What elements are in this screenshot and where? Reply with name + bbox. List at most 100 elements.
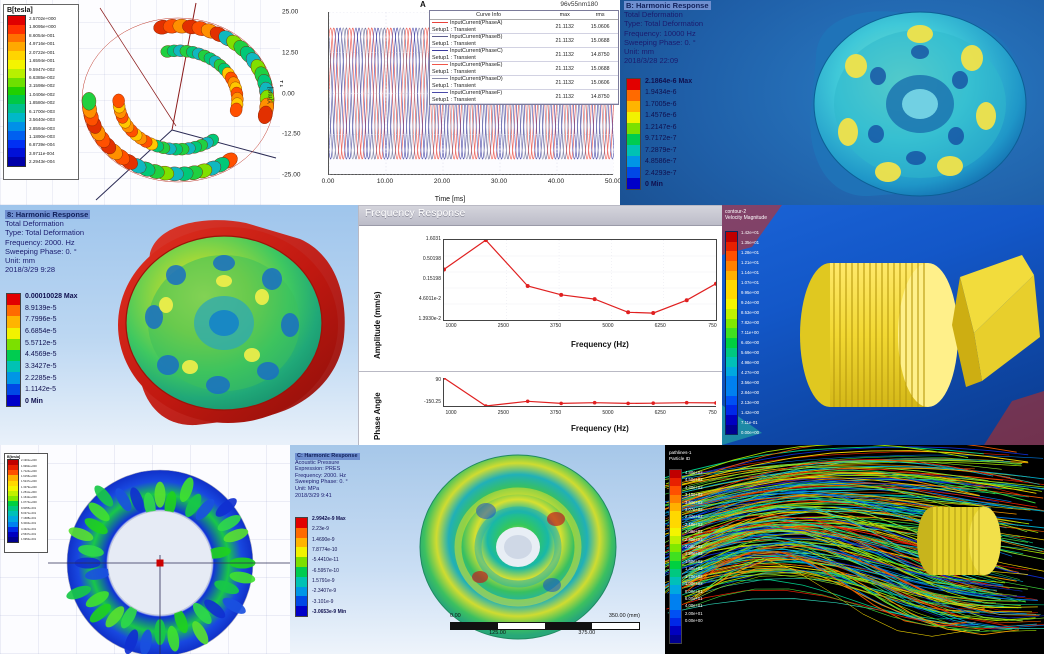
legend-value: 1.40e+02 (685, 565, 703, 572)
colorbar-band (670, 561, 681, 569)
curve-name-cell: InputCurrent(PhaseD) Setup1 : Transient (430, 76, 547, 90)
legend-value: 3.9711e-004 (29, 152, 56, 157)
curve-setup: Setup1 : Transient (432, 27, 545, 34)
colorbar-band (726, 415, 737, 425)
amplitude-x-tick: 1000 (445, 323, 456, 329)
scale-max: 350.00 (mm) (609, 613, 640, 619)
panel-current-transient-chart: A 96v55nm180 Y1 25.00 12.50 0.00 -12.50 -25.… (280, 0, 620, 205)
col-curve-info: Curve Info (430, 11, 547, 20)
legend-value: 7.8774e-10 (312, 548, 346, 553)
panel-total-deformation-10000hz: B: Harmonic Response Total Deformation T… (620, 0, 1044, 205)
legend-value: 4.27e+00 (741, 371, 759, 375)
colorbar-band (726, 425, 737, 435)
acoustic-legend-values: 2.9942e-9 Max 2.23e-9 1.4690e-9 7.8774e-… (312, 517, 346, 615)
colorbar-band (670, 511, 681, 519)
colorbar-band (670, 486, 681, 494)
pathlines-title: pathlines-1 Particle ID (669, 450, 691, 462)
chart-x-tick: 30.00 (491, 178, 507, 185)
colorbar-band (670, 536, 681, 544)
legend-value: 1.8580e-002 (29, 101, 56, 106)
legend-value: 1.1642e+000 (21, 497, 37, 500)
legend-value: 1.4690e-9 (312, 538, 346, 543)
curve-max-cell: 21.1132 (547, 34, 582, 48)
legend-value: 8.9139e-5 (25, 305, 78, 312)
legend-value: 7.11e-01 (741, 421, 759, 425)
phase-x-tick: 6250 (655, 410, 666, 416)
phase-y-tick: -150.25 (399, 399, 441, 405)
panel-pathlines-particle-id: pathlines-1 Particle ID 4.80e+02 4.50e+02… (665, 445, 1044, 654)
velocity-legend: 1.42e+01 1.35e+01 1.28e+01 1.21e+01 1.14e+01… (725, 231, 777, 435)
colorbar-band (726, 338, 737, 348)
chart-y-tick: 25.00 (282, 9, 298, 16)
svg-text:Y[mm]: Y[mm] (268, 86, 274, 104)
col-max: max (547, 11, 582, 20)
curve-name-cell: InputCurrent(PhaseC) Setup1 : Transient (430, 48, 547, 62)
colorbar-band (670, 585, 681, 593)
deformation-2k-legend-values: 0.00010028 Max 8.9139e-5 7.7996e-5 6.685… (25, 293, 78, 405)
legend-value: 4.4321e-001 (21, 529, 37, 532)
window-title: Frequency Response (365, 208, 465, 219)
curve-max-cell: 21.1132 (547, 90, 582, 104)
phase-x-tick: 2500 (498, 410, 509, 416)
colorbar-band (670, 495, 681, 503)
chart-y-axis-label: Y1 (280, 80, 285, 88)
contour-variable: Velocity Magnitude (725, 215, 767, 221)
curve-info-legend: Curve Info max rms InputCurrent(PhaseA) S… (429, 10, 619, 105)
legend-value: 1.35e+01 (741, 241, 759, 245)
curve-max-cell: 21.1132 (547, 48, 582, 62)
flux-colorbar (7, 15, 26, 167)
colorbar-band (726, 299, 737, 309)
legend-value: -6.5957e-10 (312, 569, 346, 574)
panel-magnetic-flux-3d: Y[mm] B[tesla] 2.5702e+000 1.9095e+000 8… (0, 0, 280, 205)
contour-title: contour-2 Velocity Magnitude (725, 209, 767, 221)
curve-max-cell: 21.1132 (547, 62, 582, 76)
legend-value: 3.1598e-002 (29, 84, 56, 89)
scale-min: 0.00 (450, 613, 461, 619)
legend-value: 7.1688e-001 (21, 518, 37, 521)
chart-x-tick: 0.00 (322, 178, 335, 185)
panel-velocity-magnitude: contour-2 Velocity Magnitude 1.42e+01 1.3… (722, 205, 1044, 445)
colorbar-band (670, 594, 681, 602)
legend-min: -3.0653e-9 Min (312, 610, 346, 615)
legend-value: 1.0406e-002 (29, 93, 56, 98)
legend-value: 2.00e+02 (685, 543, 703, 550)
phase-y-tick: 90 (399, 377, 441, 383)
amplitude-x-axis-label: Frequency (Hz) (571, 340, 629, 349)
curve-max-cell: 21.1132 (547, 20, 582, 34)
deformation-2k-legend: 0.00010028 Max 8.9139e-5 7.7996e-5 6.685… (6, 293, 78, 405)
legend-value: 6.6854e-5 (25, 328, 78, 335)
colorbar-band (670, 478, 681, 486)
legend-value: 1.07e+01 (741, 281, 759, 285)
colorbar-band (670, 544, 681, 552)
legend-value: 2.5637e-001 (21, 534, 37, 537)
legend-value: 4.98e+00 (741, 361, 759, 365)
legend-value: 0.00e+00 (685, 617, 703, 624)
curve-rms-cell: 15.0606 (582, 20, 618, 34)
legend-value: 7.11e+00 (741, 331, 759, 335)
colorbar-band (670, 618, 681, 626)
chart-y-tick: 12.50 (282, 49, 298, 56)
pathlines-legend: 4.80e+02 4.50e+02 4.40e+02 3.15e+02 3.51e+02… (669, 469, 719, 644)
col-rms: rms (582, 11, 618, 20)
legend-value: 1.1890e-003 (29, 135, 56, 140)
scale-bar-acoustic: 0.00 350.00 (mm) 125.00 375.00 (450, 613, 640, 639)
curve-setup: Setup1 : Transient (432, 69, 545, 76)
curve-rms-cell: 15.0688 (582, 62, 618, 76)
colorbar-band (726, 405, 737, 415)
legend-value: 1.6954e-001 (21, 539, 37, 542)
legend-value: 1.1142e-5 (25, 386, 78, 393)
panel-frequency-response-window: Frequency Response Amplitude (mm/s) 1.60… (358, 205, 724, 447)
colorbar-band (8, 537, 18, 542)
amplitude-y-tick: 1.6031 (399, 236, 441, 242)
chart-y-tick: -25.00 (282, 172, 300, 179)
curve-color-swatch (432, 92, 448, 94)
chart-x-axis-label: Time [ms] (280, 196, 620, 203)
legend-value: 2.0722e-001 (29, 51, 56, 56)
curve-max-cell: 21.1132 (547, 76, 582, 90)
legend-value: 0.00e+00 (741, 431, 759, 435)
deformation-colorbar (6, 293, 21, 407)
chart-x-tick: 20.00 (434, 178, 450, 185)
colorbar-band (726, 348, 737, 358)
curve-info-table: Curve Info max rms InputCurrent(PhaseA) S… (430, 11, 618, 104)
chart-title: A (420, 0, 426, 9)
